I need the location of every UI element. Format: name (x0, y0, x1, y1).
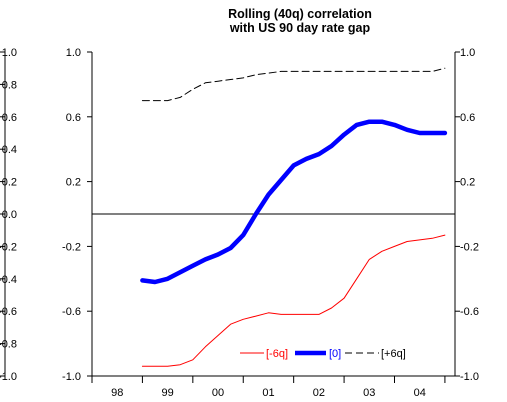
right-tick-label: -1.0 (460, 371, 479, 383)
outer-left-tick-label: -0.2 (0, 241, 17, 253)
outer-left-tick-label: 0.2 (2, 177, 17, 189)
outer-left-tick-label: -0.8 (0, 339, 17, 351)
right-axis: 1.0 0.6 0.2 -0.2 -0.6 -1.0 (455, 47, 479, 383)
series-line-0 (141, 234, 446, 367)
left-tick-label: 0.6 (66, 112, 81, 124)
left-tick-label: 0.2 (66, 177, 81, 189)
outer-left-tick-label: -0.6 (0, 306, 17, 318)
outer-left-tick-label: 1.0 (2, 47, 17, 59)
x-axis: 98 99 00 01 02 03 04 (91, 376, 446, 399)
x-tick-label: 04 (414, 387, 426, 399)
outer-left-tick-label: 0.4 (2, 144, 17, 156)
chart-title: Rolling (40q) correlation with US 90 day… (228, 7, 372, 35)
outer-left-tick-label: 0.8 (2, 79, 17, 91)
outer-left-axis: 1.0 0.8 0.6 0.4 0.2 0.0 -0.2 -0.4 -0.6 -0.8 -1.0 (0, 47, 17, 383)
right-tick-label: -0.2 (460, 241, 479, 253)
legend: [-6q] [0] [+6q] (240, 348, 406, 360)
outer-left-tick-label: 0.0 (2, 209, 17, 221)
x-tick-label: 02 (313, 387, 325, 399)
series-line-2 (141, 67, 446, 102)
legend-label-1: [0] (329, 348, 341, 360)
legend-label-2: [+6q] (381, 348, 406, 360)
x-tick-label: 03 (363, 387, 375, 399)
legend-label-0: [-6q] (266, 348, 288, 360)
right-tick-label: 0.6 (460, 112, 475, 124)
left-tick-label: -0.2 (62, 241, 81, 253)
x-tick-label: 98 (111, 387, 123, 399)
outer-left-tick-label: -1.0 (0, 371, 17, 383)
x-tick-label: 99 (162, 387, 174, 399)
right-tick-label: 0.2 (460, 177, 475, 189)
left-tick-label: 1.0 (66, 47, 81, 59)
right-tick-label: -0.6 (460, 306, 479, 318)
series-line-1 (140, 119, 448, 285)
x-tick-label: 00 (212, 387, 224, 399)
outer-left-tick-label: -0.4 (0, 274, 17, 286)
left-tick-label: -1.0 (62, 371, 81, 383)
right-tick-label: 1.0 (460, 47, 475, 59)
chart-title-line-1: Rolling (40q) correlation (228, 7, 372, 21)
outer-left-tick-label: 0.6 (2, 112, 17, 124)
left-tick-label: -0.6 (62, 306, 81, 318)
x-tick-label: 01 (262, 387, 274, 399)
series-layer (140, 67, 448, 367)
plot-frame (91, 52, 456, 377)
chart-title-line-2: with US 90 day rate gap (229, 21, 371, 35)
left-axis: 1.0 0.6 0.2 -0.2 -0.6 -1.0 (62, 47, 92, 383)
